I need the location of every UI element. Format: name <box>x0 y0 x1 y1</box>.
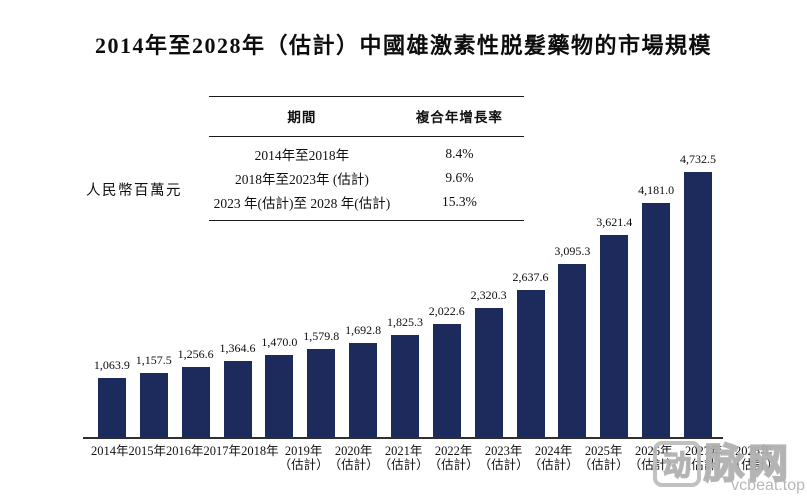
bar <box>265 355 294 438</box>
bar-column: 1,692.8 <box>342 323 384 438</box>
bar-value-label: 1,470.0 <box>261 335 298 350</box>
bar <box>390 335 419 438</box>
x-axis-line <box>83 437 723 439</box>
x-axis-tick-label: 2014年 <box>91 444 129 458</box>
bar <box>516 289 545 438</box>
x-axis-tick-label: 2017年 <box>203 444 242 458</box>
bar <box>223 361 252 438</box>
bar-value-label: 2,022.6 <box>428 304 465 319</box>
bar-value-label: 1,157.5 <box>135 352 172 367</box>
bar-column: 1,825.3 <box>384 315 426 438</box>
cagr-cell: 8.4% <box>445 146 474 161</box>
bar-value-label: 1,692.8 <box>345 322 382 337</box>
bar-value-label: 1,364.6 <box>219 341 256 356</box>
x-axis-tick-label: 2026年 （估計） <box>628 444 679 472</box>
bar <box>97 378 126 438</box>
bar-column: 1,256.6 <box>175 347 217 438</box>
x-axis-tick-label: 2027年 （估計） <box>678 444 729 472</box>
cagr-table-header-period: 期間 <box>209 96 395 137</box>
x-axis-tick-label: 2020年 （估計） <box>328 444 379 472</box>
x-axis-tick-label: 2024年 （估計） <box>528 444 579 472</box>
bar-value-label: 2,637.6 <box>512 269 549 284</box>
table-row: 2018年至2023年 (估計) 9.6% <box>209 166 524 190</box>
table-row: 2014年至2018年 8.4% <box>209 137 524 167</box>
bars-row: 1,063.9 1,157.5 1,256.6 1,364.6 1,470.0 1,579… <box>91 140 719 438</box>
bar <box>349 342 378 438</box>
bar-value-label: 3,621.4 <box>596 214 633 229</box>
table-row: 2023 年(估計)至 2028 年(估計) 15.3% <box>209 190 524 221</box>
cagr-cell: 15.3% <box>394 190 524 221</box>
bar-column: 3,621.4 <box>593 214 635 438</box>
bar <box>307 349 336 438</box>
x-axis-tick-label: 2028年 （估計） <box>728 444 779 472</box>
x-axis-ticks: 2014年 2015年 2016年 2017年 2018年 2019年 （估計） 2020年（… <box>91 444 779 472</box>
bar-value-label: 2,320.3 <box>470 287 507 302</box>
bar <box>474 307 503 438</box>
period-cell: 2014年至2018年 <box>254 148 350 163</box>
x-axis-tick-label: 2021年 （估計） <box>378 444 429 472</box>
bar-column: 1,063.9 <box>91 358 133 438</box>
bar-value-label: 1,256.6 <box>177 347 214 362</box>
bar-column: 1,579.8 <box>300 329 342 438</box>
bar-column: 2,637.6 <box>510 270 552 438</box>
bar-column: 4,181.0 <box>635 183 677 438</box>
bar-value-label: 3,095.3 <box>554 244 591 258</box>
cagr-table-header-cagr: 複合年增長率 <box>394 96 524 137</box>
x-axis-tick-label: 2016年 <box>166 444 204 458</box>
x-axis-tick-label: 2025年 （估計） <box>578 444 629 472</box>
bar-value-label: 4,181.0 <box>638 183 675 197</box>
bar <box>558 264 587 438</box>
bar-column: 1,470.0 <box>258 335 300 438</box>
bar-column: 1,364.6 <box>217 341 259 438</box>
bar-value-label: 1,825.3 <box>386 315 423 330</box>
x-axis-tick-label: 2018年 <box>241 444 279 458</box>
bar-column: 2,320.3 <box>468 288 510 438</box>
bar-column: 2,022.6 <box>426 304 468 438</box>
x-axis-tick-label: 2022年 （估計） <box>428 444 479 472</box>
bar <box>181 367 210 438</box>
vcbeat-url-text: vcbeat.top <box>731 477 805 494</box>
period-cell: 2018年至2023年 (估計) <box>234 172 369 187</box>
period-cell: 2023 年(估計)至 2028 年(估計) <box>209 190 395 221</box>
bar-column: 4,732.5 <box>677 152 719 438</box>
x-axis-tick-label: 2019年 （估計） <box>278 444 329 472</box>
y-axis-unit-label: 人民幣百萬元 <box>86 183 182 199</box>
cagr-cell: 9.6% <box>445 170 474 185</box>
bar-value-label: 4,732.5 <box>679 152 716 166</box>
bar-column: 3,095.3 <box>551 244 593 438</box>
x-axis-tick-label: 2015年 <box>128 444 167 458</box>
bar <box>683 172 712 438</box>
x-axis-tick-label: 2023年 （估計） <box>478 444 529 472</box>
bar <box>600 234 629 438</box>
bar <box>642 203 671 438</box>
bar-value-label: 1,063.9 <box>93 358 130 373</box>
bar <box>432 324 461 438</box>
cagr-table-header-row: 期間 複合年增長率 <box>209 96 524 137</box>
bar-column: 1,157.5 <box>133 353 175 438</box>
bar <box>139 372 168 438</box>
chart-title: 2014年至2028年（估計）中國雄激素性脱髮藥物的市場規模 <box>94 33 712 58</box>
bar-value-label: 1,579.8 <box>303 329 340 344</box>
cagr-table: 期間 複合年增長率 2014年至2018年 8.4% 2018年至2023年 (… <box>209 96 524 221</box>
